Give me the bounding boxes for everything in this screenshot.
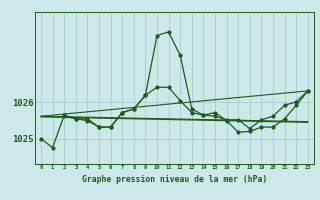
X-axis label: Graphe pression niveau de la mer (hPa): Graphe pression niveau de la mer (hPa) (82, 175, 267, 184)
